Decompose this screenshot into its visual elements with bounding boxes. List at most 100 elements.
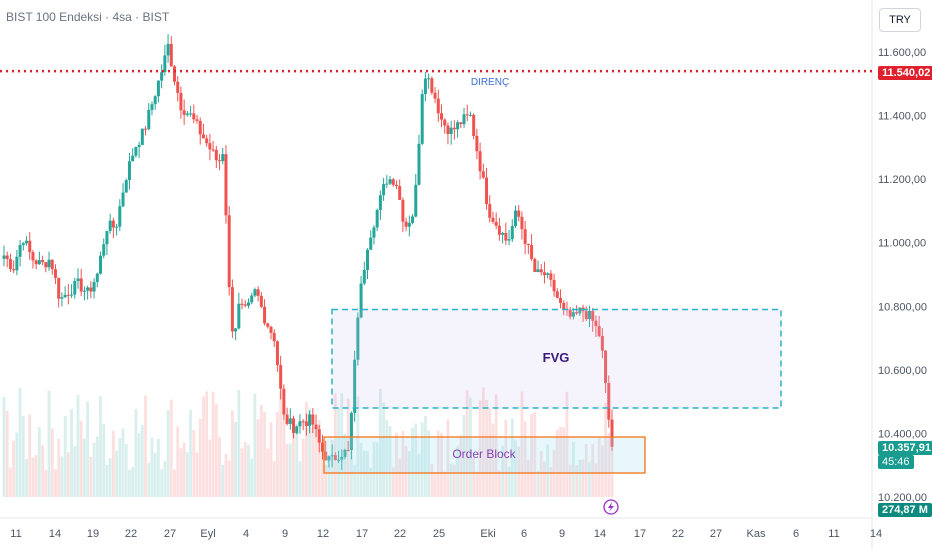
volume-bar — [102, 423, 106, 497]
x-tick-label: 14 — [594, 528, 606, 540]
volume-bar — [465, 390, 469, 497]
candle-body — [343, 449, 347, 457]
volume-bar — [568, 464, 572, 497]
volume-bar — [12, 440, 16, 497]
volume-bar — [378, 388, 382, 497]
volume-bar — [263, 411, 266, 497]
volume-bar — [2, 396, 6, 497]
volume-bar — [153, 453, 157, 497]
candle-body — [301, 421, 305, 423]
candle-body — [118, 206, 122, 227]
candle-body — [134, 146, 138, 156]
candle-body — [604, 350, 608, 384]
candle-body — [304, 421, 308, 426]
volume-bar — [356, 396, 360, 497]
volume-bar — [234, 421, 238, 497]
candle-body — [610, 419, 614, 447]
volume-bar — [140, 424, 144, 497]
candle-body — [47, 259, 51, 268]
volume-bar — [591, 444, 595, 497]
candle-body — [63, 294, 67, 298]
candle-body — [491, 217, 495, 222]
volume-bar — [472, 457, 476, 497]
candle-body — [481, 171, 485, 178]
volume-bar — [63, 416, 67, 497]
volume-bar — [285, 443, 289, 497]
candle-body — [288, 418, 292, 424]
candle-body — [427, 78, 431, 80]
volume-bar — [224, 454, 228, 497]
x-tick-label: Eki — [480, 528, 495, 540]
volume-bar — [449, 463, 453, 497]
volume-bar — [398, 458, 402, 497]
candle-body — [285, 414, 289, 424]
volume-bar — [424, 415, 427, 497]
volume-bar — [308, 408, 312, 497]
volume-bar — [247, 444, 250, 497]
candle-body — [237, 303, 241, 329]
fvg-zone — [331, 308, 782, 409]
volume-bar — [607, 432, 611, 497]
candle-body — [31, 252, 35, 261]
volume-bar — [462, 415, 466, 497]
volume-bar — [73, 446, 77, 497]
x-tick-label: 27 — [164, 528, 176, 540]
x-tick-label: 17 — [634, 528, 646, 540]
volume-bar — [565, 391, 569, 497]
y-tick-label: 11.200,00 — [878, 174, 926, 186]
candle-body — [356, 317, 360, 360]
volume-bar — [95, 436, 99, 497]
last-price-tag: 10.357,91 — [878, 441, 932, 455]
volume-bar — [526, 459, 530, 497]
fvg-label: FVG — [543, 350, 570, 365]
candle-body — [15, 256, 19, 271]
candle-body — [369, 237, 373, 250]
candle-body — [221, 154, 225, 162]
candle-body — [533, 258, 537, 272]
volume-bar — [160, 469, 164, 497]
volume-bar — [388, 426, 392, 497]
symbol-legend[interactable]: BIST 100 Endeksi · 4sa · BIST — [6, 10, 170, 24]
volume-bar — [372, 442, 376, 497]
candle-body — [25, 240, 29, 244]
candle-body — [423, 78, 427, 95]
candle-body — [539, 269, 543, 273]
candle-body — [53, 269, 57, 278]
candle-body — [259, 295, 263, 307]
candle-body — [462, 114, 466, 125]
candle-body — [99, 255, 103, 274]
volume-bar — [385, 419, 389, 497]
volume-bar — [481, 387, 485, 497]
candle-body — [70, 294, 74, 296]
candle-body — [153, 96, 157, 105]
volume-bar — [584, 444, 588, 497]
volume-bar — [304, 401, 308, 497]
volume-bar — [28, 414, 32, 497]
candle-body — [140, 128, 144, 145]
volume-bar — [227, 460, 231, 497]
candle-body — [269, 326, 273, 333]
volume-bar — [494, 394, 498, 497]
candle-body — [95, 273, 99, 283]
currency-button[interactable]: TRY — [879, 8, 921, 32]
volume-bar — [179, 448, 183, 497]
candle-body — [272, 332, 276, 342]
volume-bar — [41, 445, 45, 497]
volume-bar — [533, 411, 537, 497]
volume-tag: 274,87 M — [878, 503, 932, 517]
candle-body — [485, 177, 489, 205]
candle-body — [607, 383, 611, 420]
candle-body — [201, 134, 205, 139]
volume-bar — [37, 427, 41, 497]
candle-body — [436, 98, 440, 114]
candle-body — [468, 114, 472, 116]
volume-bar — [588, 462, 591, 497]
candle-body — [131, 155, 135, 162]
candle-body — [478, 151, 482, 172]
volume-bar — [44, 470, 48, 497]
volume-bar — [456, 446, 459, 497]
candle-body — [66, 294, 70, 296]
candle-body — [108, 220, 112, 232]
volume-bar — [362, 450, 366, 497]
